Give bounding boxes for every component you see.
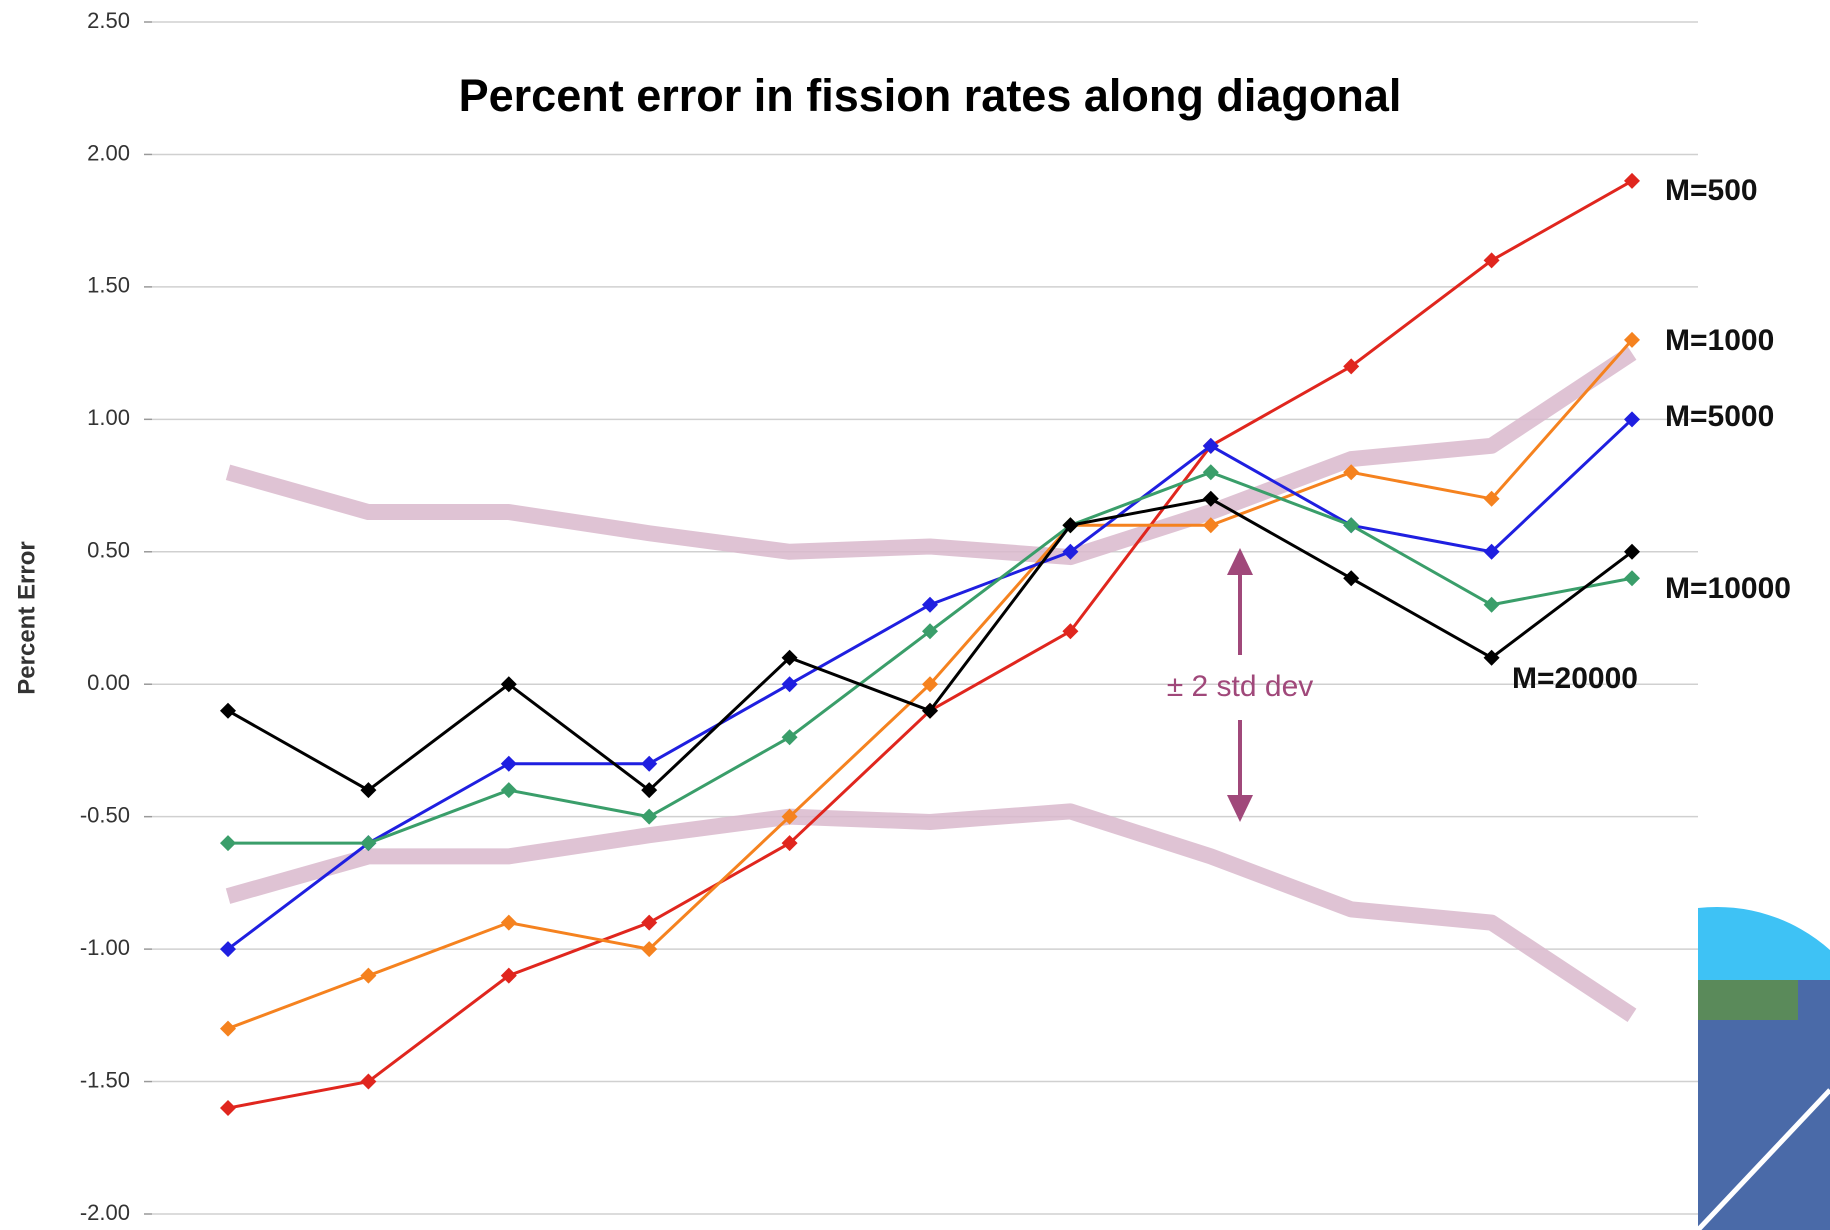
marker xyxy=(922,676,938,693)
y-tick-label: 2.50 xyxy=(87,8,130,33)
marker xyxy=(220,702,236,719)
marker xyxy=(922,702,938,719)
marker xyxy=(641,914,658,931)
marker xyxy=(641,782,658,799)
marker xyxy=(781,835,798,852)
marker xyxy=(360,835,377,852)
y-tick-label: 0.50 xyxy=(87,538,130,563)
marker xyxy=(1202,517,1219,534)
marker xyxy=(1624,543,1640,560)
marker xyxy=(360,967,377,984)
marker xyxy=(1062,543,1079,560)
marker xyxy=(360,782,377,799)
y-tick-label: 2.00 xyxy=(87,140,130,165)
marker xyxy=(1624,172,1640,189)
marker xyxy=(500,782,517,799)
marker xyxy=(1343,464,1360,481)
y-tick-label: 1.00 xyxy=(87,405,130,430)
marker xyxy=(1202,464,1219,481)
marker xyxy=(922,596,938,613)
series-line xyxy=(228,470,1633,845)
marker xyxy=(1483,596,1500,613)
chart-title: Percent error in fission rates along dia… xyxy=(459,70,1402,121)
marker xyxy=(1483,252,1500,269)
marker xyxy=(1202,437,1219,454)
series-label: M=10000 xyxy=(1665,572,1791,605)
marker xyxy=(1343,570,1360,587)
marker xyxy=(781,808,798,825)
marker xyxy=(500,967,517,984)
marker xyxy=(1343,517,1360,534)
marker xyxy=(1062,517,1079,534)
marker xyxy=(1062,623,1079,640)
marker xyxy=(500,676,517,693)
series-label: M=5000 xyxy=(1665,400,1774,433)
marker xyxy=(220,835,236,852)
y-axis-label: Percent Error xyxy=(13,541,40,694)
series-label: M=20000 xyxy=(1512,662,1638,695)
band-lower xyxy=(225,803,1637,1023)
marker xyxy=(1624,411,1640,428)
marker xyxy=(1483,649,1500,666)
marker xyxy=(220,1100,236,1117)
band-label: ± 2 std dev xyxy=(1167,670,1314,703)
marker xyxy=(1483,543,1500,560)
y-tick-label: -1.00 xyxy=(80,935,130,960)
marker xyxy=(1343,358,1360,375)
series-line xyxy=(227,179,1633,1110)
marker xyxy=(781,729,798,746)
arrow-head xyxy=(1227,548,1253,575)
series-label: M=1000 xyxy=(1665,324,1774,357)
marker xyxy=(641,941,658,958)
series-label: M=500 xyxy=(1665,174,1758,207)
marker xyxy=(641,755,658,772)
band-upper xyxy=(225,346,1637,566)
marker xyxy=(500,755,517,772)
marker xyxy=(1624,570,1640,587)
marker xyxy=(1202,490,1219,507)
marker xyxy=(781,676,798,693)
marker xyxy=(641,808,658,825)
y-tick-label: 1.50 xyxy=(87,273,130,298)
y-tick-label: -2.00 xyxy=(80,1200,130,1225)
marker xyxy=(922,623,938,640)
marker xyxy=(360,1073,377,1090)
marker xyxy=(1483,490,1500,507)
arrow-head xyxy=(1227,795,1253,822)
marker xyxy=(781,649,798,666)
marker xyxy=(220,1020,236,1037)
marker xyxy=(220,941,236,958)
marker xyxy=(1624,331,1640,348)
y-tick-label: 0.00 xyxy=(87,670,130,695)
marker xyxy=(500,914,517,931)
y-tick-label: -1.50 xyxy=(80,1067,130,1092)
reactor-icon xyxy=(1696,906,1830,1230)
y-tick-label: -0.50 xyxy=(80,802,130,827)
